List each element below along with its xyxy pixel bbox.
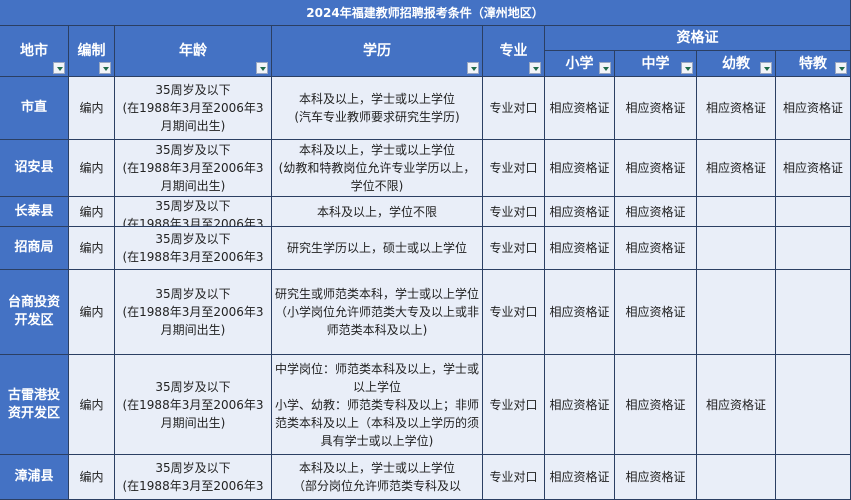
cell-special[interactable] — [776, 197, 851, 227]
cell-special[interactable] — [776, 355, 851, 455]
cell-primary[interactable]: 相应资格证 — [545, 355, 615, 455]
cell-primary[interactable]: 相应资格证 — [545, 270, 615, 355]
cell-primary[interactable]: 相应资格证 — [545, 197, 615, 227]
row-city-cell[interactable]: 长泰县 — [0, 197, 69, 227]
cell-education[interactable]: 本科及以上，学位不限 — [272, 197, 483, 227]
cell-kinder[interactable] — [697, 270, 776, 355]
cell-age[interactable]: 35周岁及以下 (在1988年3月至2006年3月期间出生) — [115, 77, 272, 140]
filter-dropdown-button[interactable] — [529, 62, 541, 74]
table-title: 2024年福建教师招聘报考条件（漳州地区） — [0, 0, 851, 26]
filter-dropdown-button[interactable] — [599, 62, 611, 74]
cell-bianzhi[interactable]: 编内 — [69, 77, 115, 140]
cell-education[interactable]: 本科及以上，学士或以上学位 （部分岗位允许师范类专科及以 — [272, 455, 483, 500]
row-city-cell[interactable]: 诏安县 — [0, 140, 69, 197]
cell-education[interactable]: 研究生或师范类本科，学士或以上学位（小学岗位允许师范类大专及以上或非师范类本科及… — [272, 270, 483, 355]
row-city-cell[interactable]: 漳浦县 — [0, 455, 69, 500]
header-education: 学历 — [272, 26, 483, 77]
cell-primary[interactable]: 相应资格证 — [545, 77, 615, 140]
cell-bianzhi[interactable]: 编内 — [69, 355, 115, 455]
cell-bianzhi[interactable]: 编内 — [69, 197, 115, 227]
cell-special[interactable] — [776, 270, 851, 355]
cell-kinder[interactable]: 相应资格证 — [697, 140, 776, 197]
cell-education[interactable]: 本科及以上，学士或以上学位 (幼教和特教岗位允许专业学历以上，学位不限) — [272, 140, 483, 197]
filter-dropdown-button[interactable] — [835, 62, 847, 74]
cell-kinder[interactable] — [697, 455, 776, 500]
filter-dropdown-button[interactable] — [256, 62, 268, 74]
row-city-cell[interactable]: 台商投资开发区 — [0, 270, 69, 355]
cell-kinder[interactable] — [697, 227, 776, 270]
cell-bianzhi[interactable]: 编内 — [69, 140, 115, 197]
cell-special[interactable] — [776, 455, 851, 500]
cell-age[interactable]: 35周岁及以下 (在1988年3月至2006年3 — [115, 455, 272, 500]
cell-major[interactable]: 专业对口 — [483, 140, 545, 197]
row-city-cell[interactable]: 古雷港投资开发区 — [0, 355, 69, 455]
filter-dropdown-button[interactable] — [681, 62, 693, 74]
cell-education[interactable]: 本科及以上，学士或以上学位 (汽车专业教师要求研究生学历) — [272, 77, 483, 140]
cell-kinder[interactable]: 相应资格证 — [697, 355, 776, 455]
filter-dropdown-button[interactable] — [99, 62, 111, 74]
cell-middle[interactable]: 相应资格证 — [615, 227, 697, 270]
cell-special[interactable] — [776, 227, 851, 270]
cell-primary[interactable]: 相应资格证 — [545, 140, 615, 197]
row-city-cell[interactable]: 招商局 — [0, 227, 69, 270]
cell-major[interactable]: 专业对口 — [483, 455, 545, 500]
cell-primary[interactable]: 相应资格证 — [545, 455, 615, 500]
cell-kinder[interactable]: 相应资格证 — [697, 77, 776, 140]
cell-age[interactable]: 35周岁及以下 (在1988年3月至2006年3 — [115, 227, 272, 270]
filter-dropdown-button[interactable] — [53, 62, 65, 74]
cell-education[interactable]: 中学岗位：师范类本科及以上，学士或以上学位 小学、幼教：师范类专科及以上；非师范… — [272, 355, 483, 455]
cell-bianzhi[interactable]: 编内 — [69, 270, 115, 355]
cell-major[interactable]: 专业对口 — [483, 270, 545, 355]
cell-middle[interactable]: 相应资格证 — [615, 455, 697, 500]
cell-special[interactable]: 相应资格证 — [776, 77, 851, 140]
cell-middle[interactable]: 相应资格证 — [615, 197, 697, 227]
cell-middle[interactable]: 相应资格证 — [615, 77, 697, 140]
cell-age[interactable]: 35周岁及以下 (在1988年3月至2006年3 — [115, 197, 272, 227]
cell-kinder[interactable] — [697, 197, 776, 227]
cell-bianzhi[interactable]: 编内 — [69, 227, 115, 270]
cell-major[interactable]: 专业对口 — [483, 227, 545, 270]
cell-primary[interactable]: 相应资格证 — [545, 227, 615, 270]
cell-major[interactable]: 专业对口 — [483, 355, 545, 455]
cell-age[interactable]: 35周岁及以下 (在1988年3月至2006年3月期间出生) — [115, 140, 272, 197]
cell-middle[interactable]: 相应资格证 — [615, 355, 697, 455]
filter-dropdown-button[interactable] — [467, 62, 479, 74]
cell-education[interactable]: 研究生学历以上，硕士或以上学位 — [272, 227, 483, 270]
row-city-cell[interactable]: 市直 — [0, 77, 69, 140]
cell-middle[interactable]: 相应资格证 — [615, 140, 697, 197]
cell-middle[interactable]: 相应资格证 — [615, 270, 697, 355]
cell-bianzhi[interactable]: 编内 — [69, 455, 115, 500]
header-age: 年龄 — [115, 26, 272, 77]
cell-age[interactable]: 35周岁及以下 (在1988年3月至2006年3月期间出生) — [115, 270, 272, 355]
cell-age[interactable]: 35周岁及以下 (在1988年3月至2006年3月期间出生) — [115, 355, 272, 455]
header-cert: 资格证 — [545, 26, 851, 51]
cell-special[interactable]: 相应资格证 — [776, 140, 851, 197]
cell-major[interactable]: 专业对口 — [483, 197, 545, 227]
cell-major[interactable]: 专业对口 — [483, 77, 545, 140]
filter-dropdown-button[interactable] — [760, 62, 772, 74]
